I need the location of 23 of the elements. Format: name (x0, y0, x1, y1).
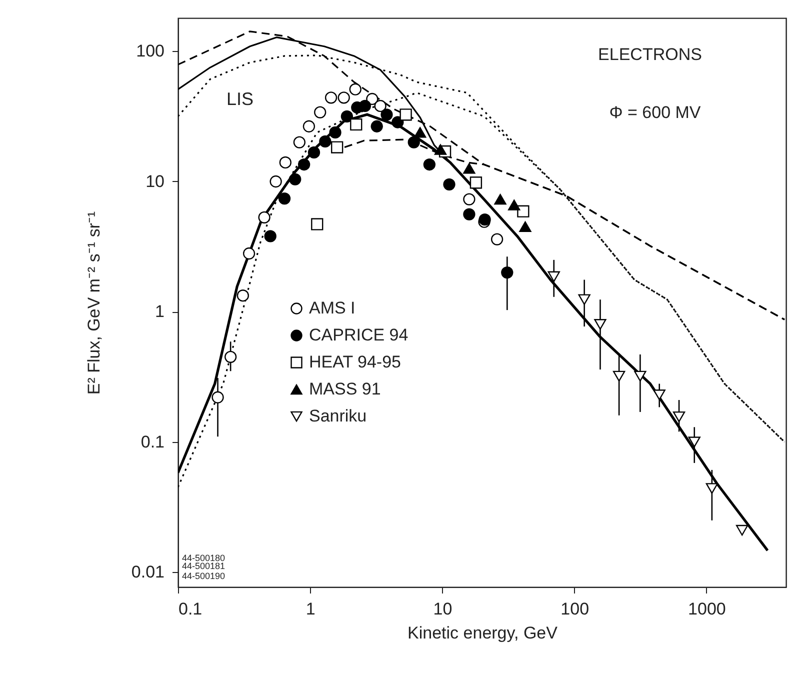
legend-label: AMS I (309, 298, 356, 318)
y-axis-title: E² Flux, GeV m⁻² s⁻¹ sr⁻¹ (84, 211, 104, 395)
x-tick-label: 1000 (688, 600, 726, 618)
annotation: ELECTRONS (598, 45, 702, 64)
y-tick-label: 0.01 (131, 562, 164, 582)
x-tick-label: 1 (306, 600, 316, 618)
x-axis-title: Kinetic energy, GeV (408, 624, 558, 642)
y-tick-label: 1 (155, 302, 164, 322)
annotation: 44-500180 (182, 553, 226, 563)
y-tick-label: 10 (146, 172, 164, 191)
x-tick-label: 10 (433, 600, 452, 618)
annotation: 44-500190 (182, 571, 226, 581)
annotation: Φ = 600 MV (609, 103, 702, 122)
y-tick-label: 100 (136, 42, 164, 61)
x-tick-label: 0.1 (178, 600, 202, 618)
y-tick-label: 0.1 (140, 432, 164, 452)
x-tick-label: 100 (560, 600, 590, 618)
legend-label: Sanriku (309, 406, 367, 426)
annotation: LIS (226, 89, 254, 109)
legend-label: CAPRICE 94 (309, 326, 408, 344)
legend-label: MASS 91 (309, 380, 381, 398)
annotation: 44-500181 (182, 561, 226, 571)
legend-label: HEAT 94-95 (309, 352, 401, 372)
